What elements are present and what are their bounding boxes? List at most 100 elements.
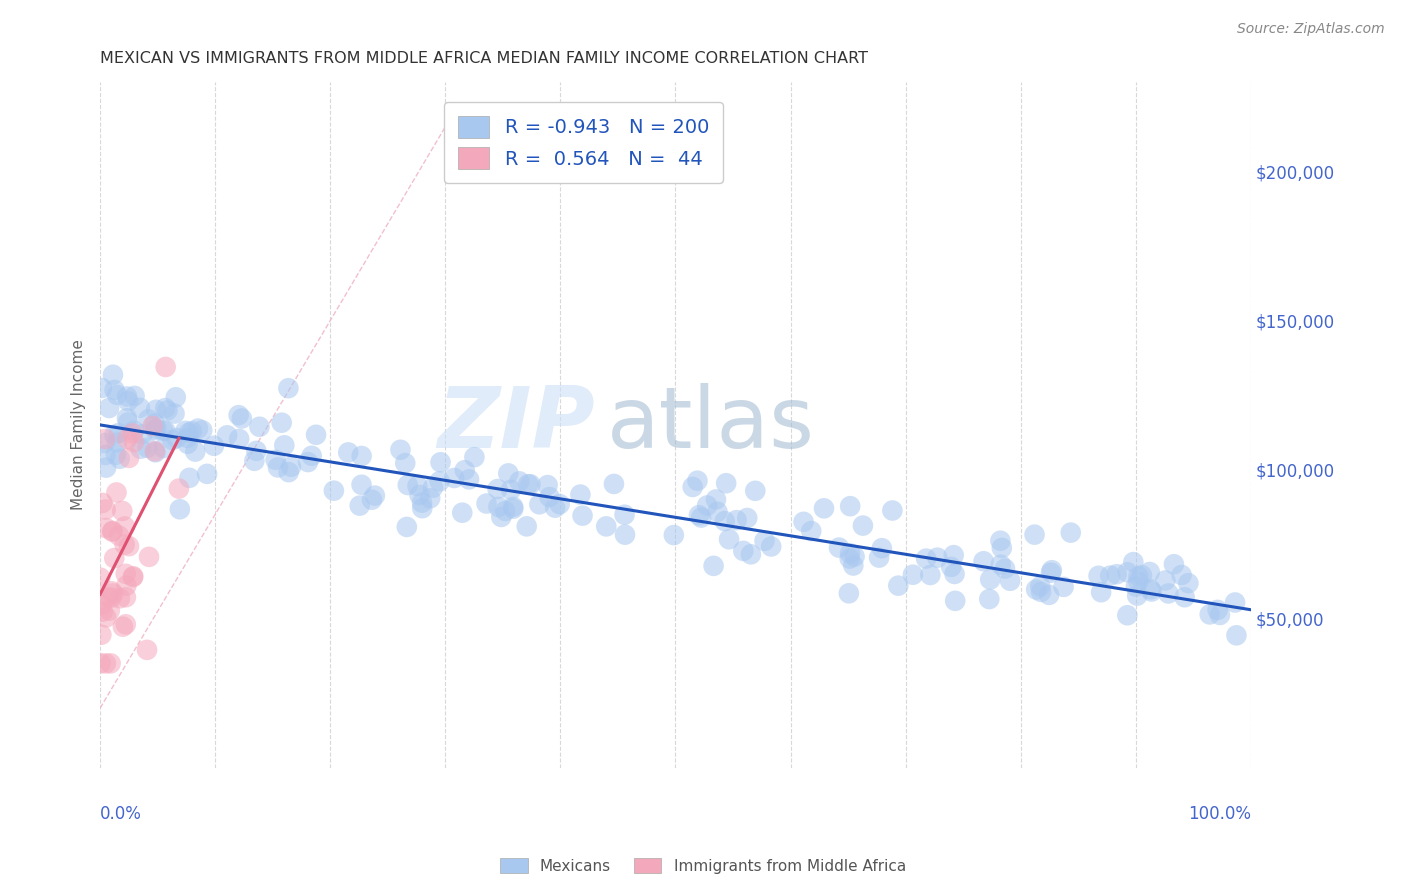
Point [114,617,136,632]
Point [1060,525,1083,540]
Point [800,524,823,538]
Point [990,533,1012,548]
Point [136,643,159,657]
Point [91,381,114,395]
Point [90,657,112,671]
Point [94,448,117,462]
Point [202,439,225,453]
Point [107,426,129,441]
Point [1126,589,1149,603]
Point [1125,580,1147,594]
Point [852,518,875,533]
Point [177,425,200,440]
Point [337,445,360,459]
Point [143,417,166,431]
Point [761,540,783,554]
Point [979,592,1001,607]
Point [145,445,167,459]
Point [538,490,561,504]
Point [114,566,136,581]
Point [915,551,938,566]
Text: atlas: atlas [606,384,814,467]
Point [475,496,498,510]
Point [828,541,851,555]
Point [105,485,128,500]
Point [1038,588,1060,602]
Point [142,419,165,434]
Point [839,499,862,513]
Point [122,424,145,438]
Point [155,401,177,415]
Point [115,591,138,605]
Point [162,433,184,447]
Point [90,628,112,642]
Point [1029,579,1052,593]
Point [108,591,131,606]
Point [179,471,201,485]
Point [595,519,617,533]
Point [249,419,271,434]
Point [882,503,904,517]
Point [94,460,117,475]
Point [688,508,710,523]
Point [498,467,520,481]
Point [138,412,160,426]
Legend: R = -0.943   N = 200, R =  0.564   N =  44: R = -0.943 N = 200, R = 0.564 N = 44 [444,102,723,183]
Point [89,571,111,585]
Point [544,500,567,515]
Point [364,489,387,503]
Point [166,431,188,445]
Point [277,465,299,479]
Point [117,416,139,430]
Point [516,519,538,533]
Point [942,548,965,562]
Point [187,421,209,435]
Point [1154,574,1177,588]
Point [1099,568,1122,582]
Point [714,476,737,491]
Point [267,460,290,475]
Point [1139,582,1161,597]
Point [1029,585,1052,599]
Point [155,359,177,374]
Point [725,513,748,527]
Point [1198,607,1220,622]
Point [396,478,419,492]
Point [101,524,124,539]
Point [422,481,444,495]
Point [991,541,1014,555]
Point [706,505,728,519]
Point [394,456,416,470]
Point [163,407,186,421]
Point [115,579,138,593]
Point [686,474,709,488]
Point [614,527,637,541]
Point [1087,569,1109,583]
Point [101,524,124,538]
Point [1209,607,1232,622]
Point [411,501,433,516]
Point [419,491,441,506]
Point [277,381,299,395]
Point [395,520,418,534]
Point [231,411,253,425]
Point [887,579,910,593]
Point [603,477,626,491]
Point [118,450,141,465]
Point [94,521,117,535]
Point [870,541,893,556]
Point [264,452,287,467]
Point [243,454,266,468]
Point [1024,527,1046,541]
Point [868,550,890,565]
Point [122,569,145,583]
Point [1040,563,1063,577]
Point [105,388,128,402]
Point [322,483,344,498]
Point [1163,558,1185,572]
Point [167,482,190,496]
Point [1130,568,1153,582]
Point [217,428,239,442]
Point [429,455,451,469]
Point [690,510,713,524]
